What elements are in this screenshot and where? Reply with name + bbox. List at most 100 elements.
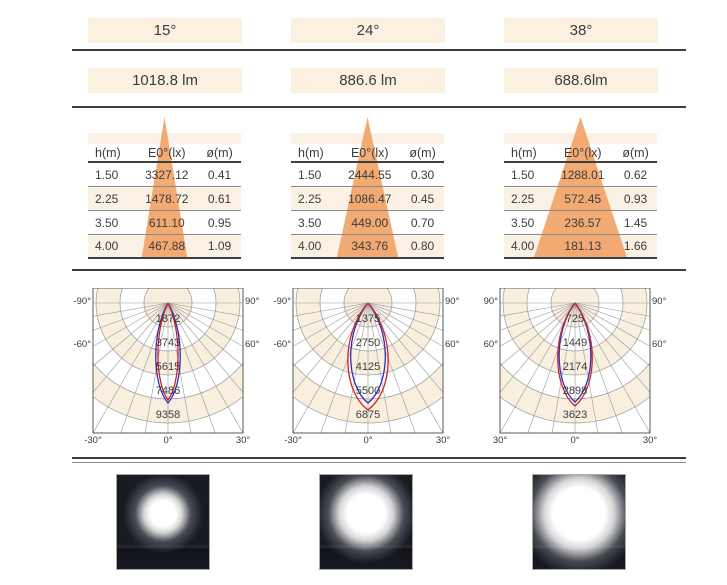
ring-value-label: 2174 (563, 361, 587, 373)
ring-value-label: 725 (566, 313, 584, 325)
table-row: 1.50 2444.55 0.30 (291, 163, 444, 187)
ring-value-label: 3623 (563, 409, 587, 421)
table-cell: 0.41 (207, 167, 232, 182)
table-content: h(m) E0°(lx) ø(m) 1.50 1288.01 0.62 2.25 572.45… (504, 133, 657, 259)
polar-angle-label: -90° (273, 296, 291, 307)
table-cell: 236.57 (564, 215, 602, 230)
polar-angle-label: -30° (284, 435, 302, 446)
ring-value-label: 1872 (156, 313, 180, 325)
polar-angle-label: 60° (245, 339, 260, 350)
column-header: h(m) (298, 145, 324, 160)
table-cell: 0.80 (410, 239, 435, 253)
column-header: E0°(lx) (147, 145, 186, 160)
ring-value-label: 3743 (156, 337, 180, 349)
photometric-table: h(m) E0°(lx) ø(m) 1.50 1288.01 0.62 2.25 572.45… (504, 117, 657, 262)
table-row: 3.50 611.10 0.95 (88, 211, 241, 235)
polar-angle-label: 30° (235, 435, 251, 446)
beam-photo (116, 474, 210, 570)
table-cell: 181.13 (564, 239, 602, 253)
polar-angle-label: 30° (492, 435, 508, 446)
polar-plot-svg: 1872 3743 5615 7486 9358 (92, 288, 244, 434)
polar-diagram: 1872 3743 5615 7486 9358 -90° 90° -60° 60° -… (73, 288, 263, 450)
polar-angle-label: -60° (73, 339, 91, 350)
polar-angle-label: 30° (642, 435, 658, 446)
table-row: 3.50 236.57 1.45 (504, 211, 657, 235)
divider (72, 49, 686, 51)
polar-angle-label: 90° (445, 296, 460, 307)
table-cell: 1288.01 (561, 167, 605, 182)
polar-plot-svg: 725 1449 2174 2898 3623 (499, 288, 651, 434)
divider (72, 106, 686, 108)
table-cell: 0.45 (410, 191, 435, 206)
polar-diagram: 725 1449 2174 2898 3623 90° 90° 60° 60° 30° … (480, 288, 670, 450)
table-cell: 0.70 (410, 215, 435, 230)
polar-angle-label: -30° (84, 435, 102, 446)
table-cell: 0.62 (623, 167, 648, 182)
polar-angle-label: 0° (363, 435, 373, 446)
ring-value-label: 1449 (563, 337, 587, 349)
table-cell: 449.00 (351, 215, 389, 230)
polar-angle-label: 90° (652, 296, 667, 307)
table-cell: 1478.72 (145, 191, 189, 206)
table-row: 4.00 343.76 0.80 (291, 235, 444, 259)
table-row: 1.50 1288.01 0.62 (504, 163, 657, 187)
polar-angle-label: 60° (445, 339, 460, 350)
table-cell: 2444.55 (348, 167, 392, 182)
ring-value-label: 2898 (563, 385, 587, 397)
table-cell: 2.25 (95, 191, 119, 206)
beam-photo (319, 474, 413, 570)
table-row: 1.50 3327.12 0.41 (88, 163, 241, 187)
table-cell: 3.50 (95, 215, 119, 230)
table-cell: 343.76 (351, 239, 389, 253)
lumen-value-label: 1018.8 lm (88, 68, 242, 93)
table-row: 2.25 1478.72 0.61 (88, 187, 241, 211)
column-header: ø(m) (622, 145, 649, 160)
table-cell: 1.66 (623, 239, 648, 253)
beam-photo (532, 474, 626, 570)
polar-angle-label: -90° (73, 296, 91, 307)
polar-plot-svg: 1375 2750 4125 5500 6875 (292, 288, 444, 434)
table-cell: 1.50 (298, 167, 322, 182)
polar-angle-label: 90° (483, 296, 498, 307)
table-cell: 2.25 (511, 191, 535, 206)
polar-angle-label: 90° (245, 296, 260, 307)
table-cell: 1.45 (623, 215, 648, 230)
table-spacer (291, 133, 444, 144)
table-cell: 0.95 (207, 215, 232, 230)
polar-angle-label: 60° (652, 339, 667, 350)
ring-value-label: 5500 (356, 385, 380, 397)
table-cell: 4.00 (511, 239, 535, 253)
polar-angle-label: -60° (273, 339, 291, 350)
divider (72, 457, 686, 463)
table-cell: 4.00 (298, 239, 322, 253)
table-row: 2.25 1086.47 0.45 (291, 187, 444, 211)
polar-angle-label: 30° (435, 435, 451, 446)
ring-value-label: 4125 (356, 361, 380, 373)
table-row: 2.25 572.45 0.93 (504, 187, 657, 211)
table-row: 4.00 181.13 1.66 (504, 235, 657, 259)
beam-angle-label: 24° (291, 18, 445, 43)
table-spacer (88, 133, 241, 144)
table-cell: 3.50 (511, 215, 535, 230)
column-header: h(m) (95, 145, 121, 160)
table-cell: 3.50 (298, 215, 322, 230)
ring-value-label: 5615 (156, 361, 180, 373)
beam-angle-label: 38° (504, 18, 658, 43)
polar-angle-label: 0° (163, 435, 173, 446)
lumen-value-label: 688.6lm (504, 68, 658, 93)
table-cell: 1.50 (95, 167, 119, 182)
column-header: E0°(lx) (563, 145, 602, 160)
table-header-row: h(m) E0°(lx) ø(m) (504, 144, 657, 163)
polar-diagram: 1375 2750 4125 5500 6875 -90° 90° -60° 60° -… (273, 288, 463, 450)
table-cell: 0.30 (410, 167, 435, 182)
table-row: 4.00 467.88 1.09 (88, 235, 241, 259)
ring-value-label: 7486 (156, 385, 180, 397)
table-cell: 2.25 (298, 191, 322, 206)
divider (72, 269, 686, 271)
table-cell: 467.88 (148, 239, 186, 253)
table-spacer (504, 133, 657, 144)
table-cell: 611.10 (148, 215, 185, 230)
table-header-row: h(m) E0°(lx) ø(m) (88, 144, 241, 163)
beam-angle-label: 15° (88, 18, 242, 43)
table-content: h(m) E0°(lx) ø(m) 1.50 2444.55 0.30 2.25 1086.4… (291, 133, 444, 259)
